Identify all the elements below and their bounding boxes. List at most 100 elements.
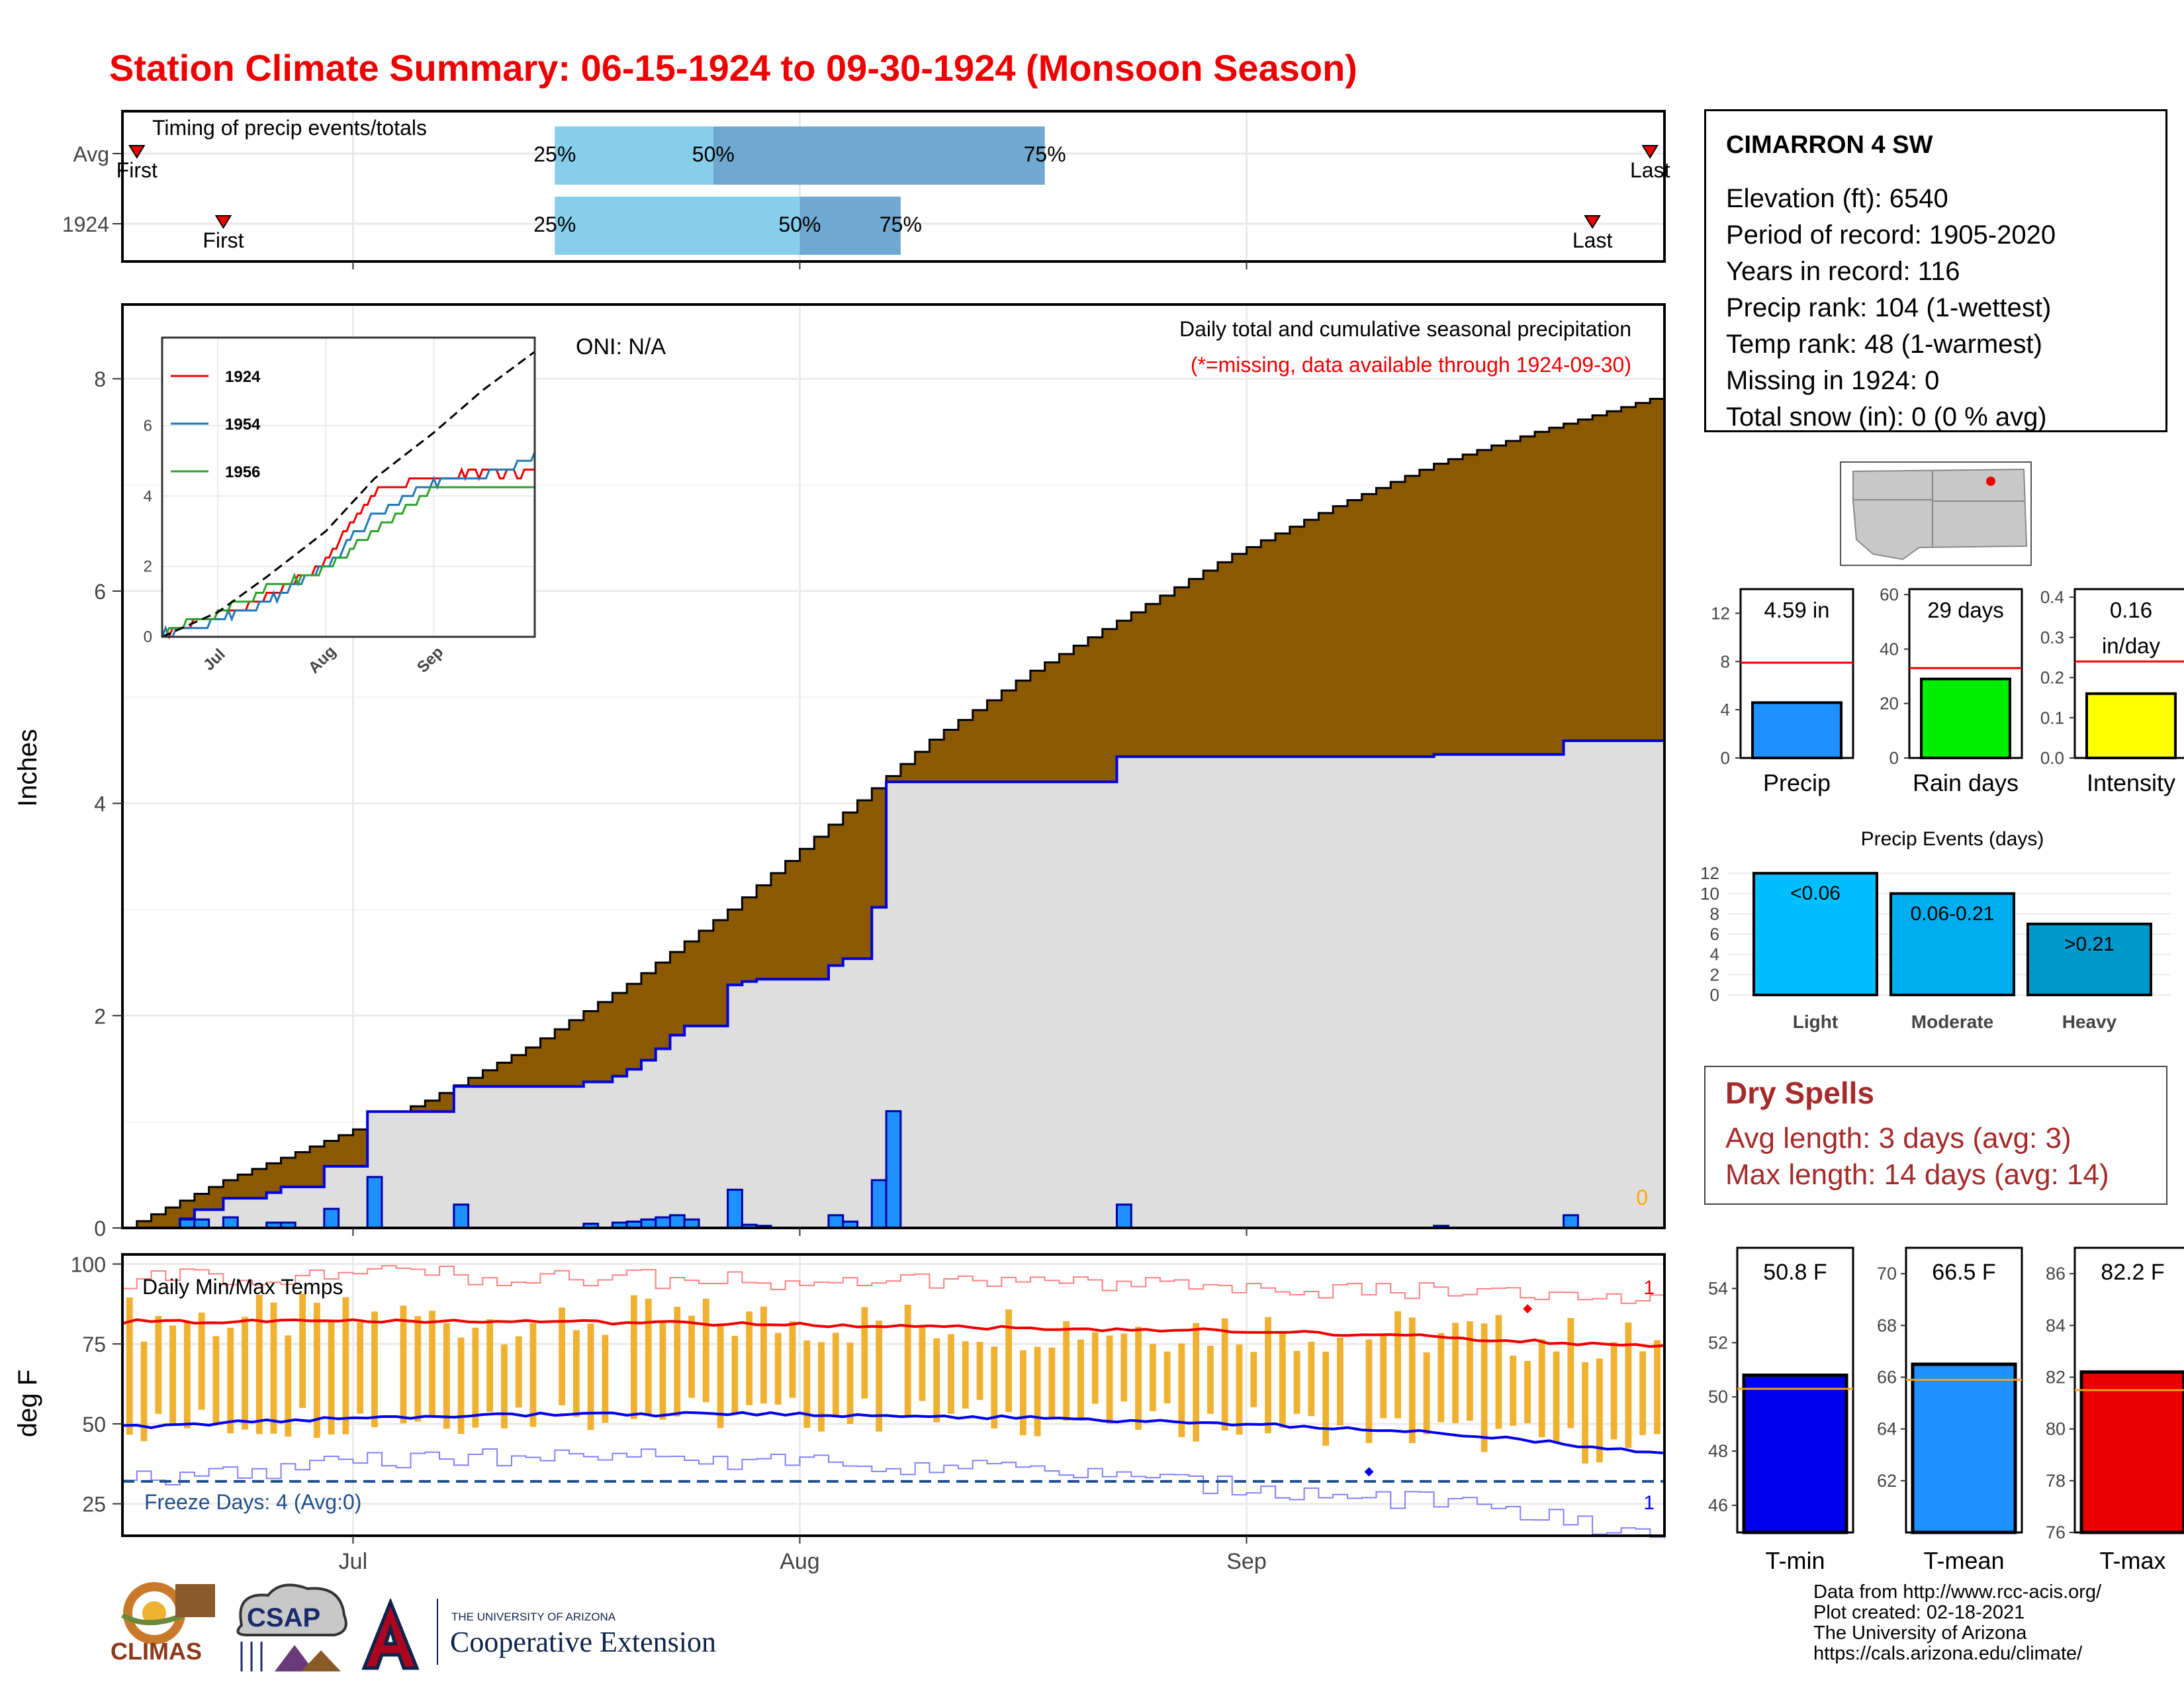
precip-panel-title: Daily total and cumulative seasonal prec… bbox=[1179, 317, 1631, 341]
daily-temp-bar bbox=[1322, 1351, 1330, 1446]
credit-data-source: Data from http://www.rcc-acis.org/ bbox=[1813, 1581, 2102, 1603]
mini-raindays-ytick-label: 0 bbox=[1889, 748, 1899, 768]
daily-temp-bar bbox=[198, 1312, 205, 1410]
daily-temp-bar bbox=[1120, 1333, 1128, 1402]
tmax-ytick-label: 78 bbox=[2046, 1471, 2066, 1491]
daily-temp-bar bbox=[1178, 1343, 1185, 1437]
timing-p50-label: 50% bbox=[692, 142, 735, 166]
daily-temp-bar bbox=[674, 1307, 681, 1417]
tmin-label: T-min bbox=[1766, 1547, 1825, 1574]
daily-temp-bar bbox=[1221, 1318, 1228, 1431]
csap-logo-text: CSAP bbox=[247, 1603, 320, 1632]
timing-row-label: Avg bbox=[73, 142, 109, 166]
events-bar-label: >0.21 bbox=[2064, 933, 2115, 955]
mini-intensity-ytick-label: 0.0 bbox=[2040, 748, 2064, 768]
tmean-ytick-label: 68 bbox=[1877, 1315, 1897, 1335]
avg-tmin-line bbox=[122, 1411, 1665, 1455]
timing-first-marker bbox=[214, 215, 232, 229]
daily-temp-bar bbox=[429, 1311, 435, 1417]
daily-temp-bar bbox=[645, 1298, 652, 1415]
mini-raindays-ytick-label: 40 bbox=[1880, 639, 1899, 659]
daily-temp-bar bbox=[1538, 1339, 1545, 1438]
inset-legend-label: 1956 bbox=[225, 463, 260, 481]
daily-temp-bar bbox=[1582, 1362, 1589, 1464]
mini-precip-ytick-label: 8 bbox=[1721, 651, 1730, 671]
daily-temp-bar bbox=[1034, 1346, 1041, 1436]
tmin-value: 50.8 F bbox=[1763, 1260, 1827, 1285]
freeze-days-label: Freeze Days: 4 (Avg:0) bbox=[144, 1490, 361, 1514]
mini-raindays-value: 29 days bbox=[1927, 598, 2004, 622]
credit-university: The University of Arizona bbox=[1813, 1622, 2027, 1644]
station-temp-rank: Temp rank: 48 (1-warmest) bbox=[1726, 330, 2042, 359]
precip-ytick-label: 2 bbox=[94, 1004, 106, 1028]
daily-temp-bar bbox=[1553, 1351, 1560, 1444]
daily-temp-bar bbox=[1337, 1337, 1343, 1426]
temp-ytick-label: 50 bbox=[82, 1413, 106, 1436]
events-ytick-label: 4 bbox=[1710, 945, 1719, 964]
inset-ytick-label: 0 bbox=[144, 628, 152, 646]
events-ytick-label: 6 bbox=[1710, 924, 1719, 944]
map-state-shape bbox=[1852, 468, 2028, 561]
climas-logo: CLIMAS bbox=[109, 1579, 222, 1678]
mini-intensity-ytick-label: 0.1 bbox=[2040, 708, 2064, 727]
temp-count-top: 1 bbox=[1643, 1277, 1655, 1299]
daily-temp-bar bbox=[255, 1295, 263, 1434]
daily-precip-bar bbox=[827, 1214, 844, 1229]
daily-temp-bar bbox=[1063, 1321, 1070, 1421]
page-title: Station Climate Summary: 06-15-1924 to 0… bbox=[109, 47, 1357, 89]
dry-spells-avg: Avg length: 3 days (avg: 3) bbox=[1725, 1122, 2071, 1154]
daily-temp-bar bbox=[414, 1316, 422, 1422]
events-bar-label: <0.06 bbox=[1790, 882, 1841, 904]
daily-temp-bar bbox=[1365, 1339, 1373, 1443]
events-bar bbox=[1889, 892, 2015, 996]
temp-mini-charts: 46 48 50 52 54 50.8 F T-min 62 64 66 68 70 66.5 F T-m… bbox=[1708, 1246, 2184, 1574]
daily-temp-bar bbox=[1308, 1342, 1315, 1417]
daily-temp-bar bbox=[313, 1303, 320, 1438]
timing-first-marker bbox=[128, 145, 146, 159]
station-snow: Total snow (in): 0 (0 % avg) bbox=[1726, 402, 2047, 432]
mini-intensity-ytick-label: 0.4 bbox=[2040, 587, 2064, 607]
daily-temp-bar bbox=[242, 1317, 248, 1430]
daily-temp-bar bbox=[1423, 1352, 1430, 1434]
timing-last-marker bbox=[1641, 145, 1659, 159]
events-category-label: Moderate bbox=[1911, 1011, 1993, 1032]
csap-logo: CSAP bbox=[228, 1579, 354, 1681]
station-info-box: CIMARRON 4 SW Elevation (ft): 6540 Perio… bbox=[1704, 109, 2167, 432]
inset-legend-label: 1924 bbox=[225, 368, 261, 386]
tmin-ytick-label: 46 bbox=[1708, 1495, 1728, 1515]
tmax-ytick-label: 84 bbox=[2046, 1315, 2066, 1335]
daily-temp-bar bbox=[1610, 1342, 1617, 1440]
precip-mini-charts: 0 4 8 12 4.59 in Precip 0 20 40 60 29 days Rain day… bbox=[1711, 585, 2184, 796]
tmean-bar bbox=[1911, 1362, 2017, 1534]
daily-temp-bar bbox=[731, 1335, 739, 1413]
events-ytick-label: 8 bbox=[1710, 904, 1719, 923]
oni-label: ONI: N/A bbox=[576, 334, 666, 359]
mini-precip-value: 4.59 in bbox=[1764, 598, 1829, 622]
tmax-ytick-label: 82 bbox=[2046, 1367, 2066, 1387]
timing-frame bbox=[121, 110, 1666, 263]
mini-precip-ytick-label: 4 bbox=[1721, 700, 1730, 720]
daily-temp-bar bbox=[285, 1335, 292, 1437]
ua-logo bbox=[361, 1597, 420, 1671]
inset-ytick-label: 2 bbox=[144, 558, 152, 576]
daily-temp-bar bbox=[1048, 1347, 1056, 1419]
daily-temp-bar bbox=[1236, 1344, 1243, 1435]
precip-corner-count: 0 bbox=[1636, 1186, 1648, 1209]
daily-precip-bar bbox=[222, 1216, 239, 1229]
tmean-ytick-label: 64 bbox=[1877, 1419, 1897, 1439]
daily-temp-bar bbox=[746, 1311, 753, 1405]
daily-temp-bar bbox=[760, 1306, 767, 1404]
dry-spells-title: Dry Spells bbox=[1725, 1076, 1874, 1110]
credits: Data from http://www.rcc-acis.org/ Plot … bbox=[1813, 1582, 2171, 1668]
timing-p50-label: 50% bbox=[778, 212, 821, 236]
xaxis-tick-label: Sep bbox=[1226, 1549, 1267, 1574]
xaxis-tick-label: Aug bbox=[780, 1549, 820, 1574]
temp-ylabel: deg F bbox=[13, 1370, 42, 1437]
tmin-ytick-label: 50 bbox=[1708, 1387, 1728, 1407]
tmin-ytick-label: 54 bbox=[1708, 1278, 1728, 1298]
daily-temp-bar bbox=[529, 1323, 537, 1427]
precip-panel-note: (*=missing, data available through 1924-… bbox=[1191, 353, 1631, 377]
inset-ytick-label: 6 bbox=[144, 417, 152, 435]
daily-temp-bar bbox=[1654, 1340, 1661, 1434]
